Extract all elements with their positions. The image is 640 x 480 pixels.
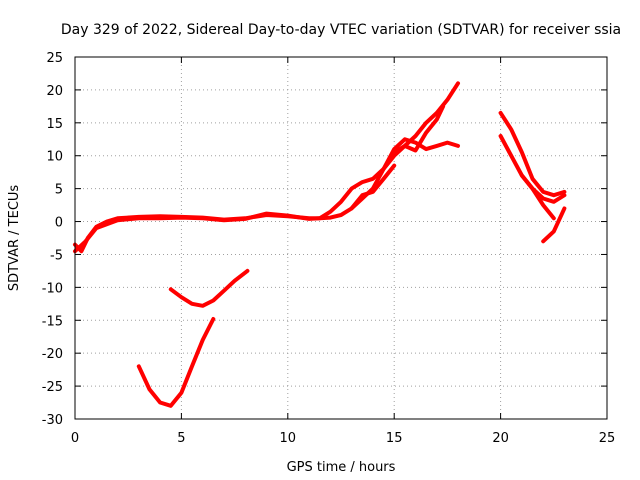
series-main-trace-b — [73, 137, 460, 254]
grid-layer — [75, 57, 607, 419]
chart-title: Day 329 of 2022, Sidereal Day-to-day VTE… — [61, 22, 621, 38]
y-tick-label: 5 — [55, 183, 63, 198]
y-tick-label: -10 — [42, 281, 63, 296]
series-main-trace-c — [392, 104, 446, 155]
y-tick-label: 15 — [46, 117, 63, 132]
series-main-trace-d — [349, 163, 397, 211]
y-tick-label: 10 — [46, 150, 63, 165]
series-late-trace-a — [498, 110, 567, 198]
x-tick-label: 25 — [599, 431, 616, 446]
series-low-trace-a — [168, 268, 250, 308]
series-late-trace-d — [541, 206, 567, 244]
y-tick-label: -25 — [42, 380, 63, 395]
x-tick-label: 15 — [386, 431, 403, 446]
y-tick-label: 25 — [46, 51, 63, 66]
x-axis-label: GPS time / hours — [287, 460, 396, 475]
y-tick-label: -15 — [42, 314, 63, 329]
series-layer — [73, 81, 567, 408]
plot-frame — [74, 56, 608, 420]
tick-layer: 0 5 10 15 20 25 -30 -25 -20 -15 -10 -5 0 5 10 15 20 25 — [42, 51, 616, 446]
y-tick-label: -5 — [50, 248, 63, 263]
y-tick-label: -20 — [42, 347, 63, 362]
series-main-trace-a — [73, 81, 460, 254]
x-tick-label: 0 — [71, 431, 79, 446]
x-tick-label: 5 — [177, 431, 185, 446]
x-tick-label: 10 — [280, 431, 297, 446]
series-low-trace-b — [136, 317, 216, 408]
y-tick-label: -30 — [42, 413, 63, 428]
y-axis-label: SDTVAR / TECUs — [7, 185, 22, 292]
x-tick-label: 20 — [492, 431, 509, 446]
y-tick-label: 20 — [46, 84, 63, 99]
series-late-trace-c — [519, 173, 556, 221]
y-tick-label: 0 — [55, 216, 63, 231]
